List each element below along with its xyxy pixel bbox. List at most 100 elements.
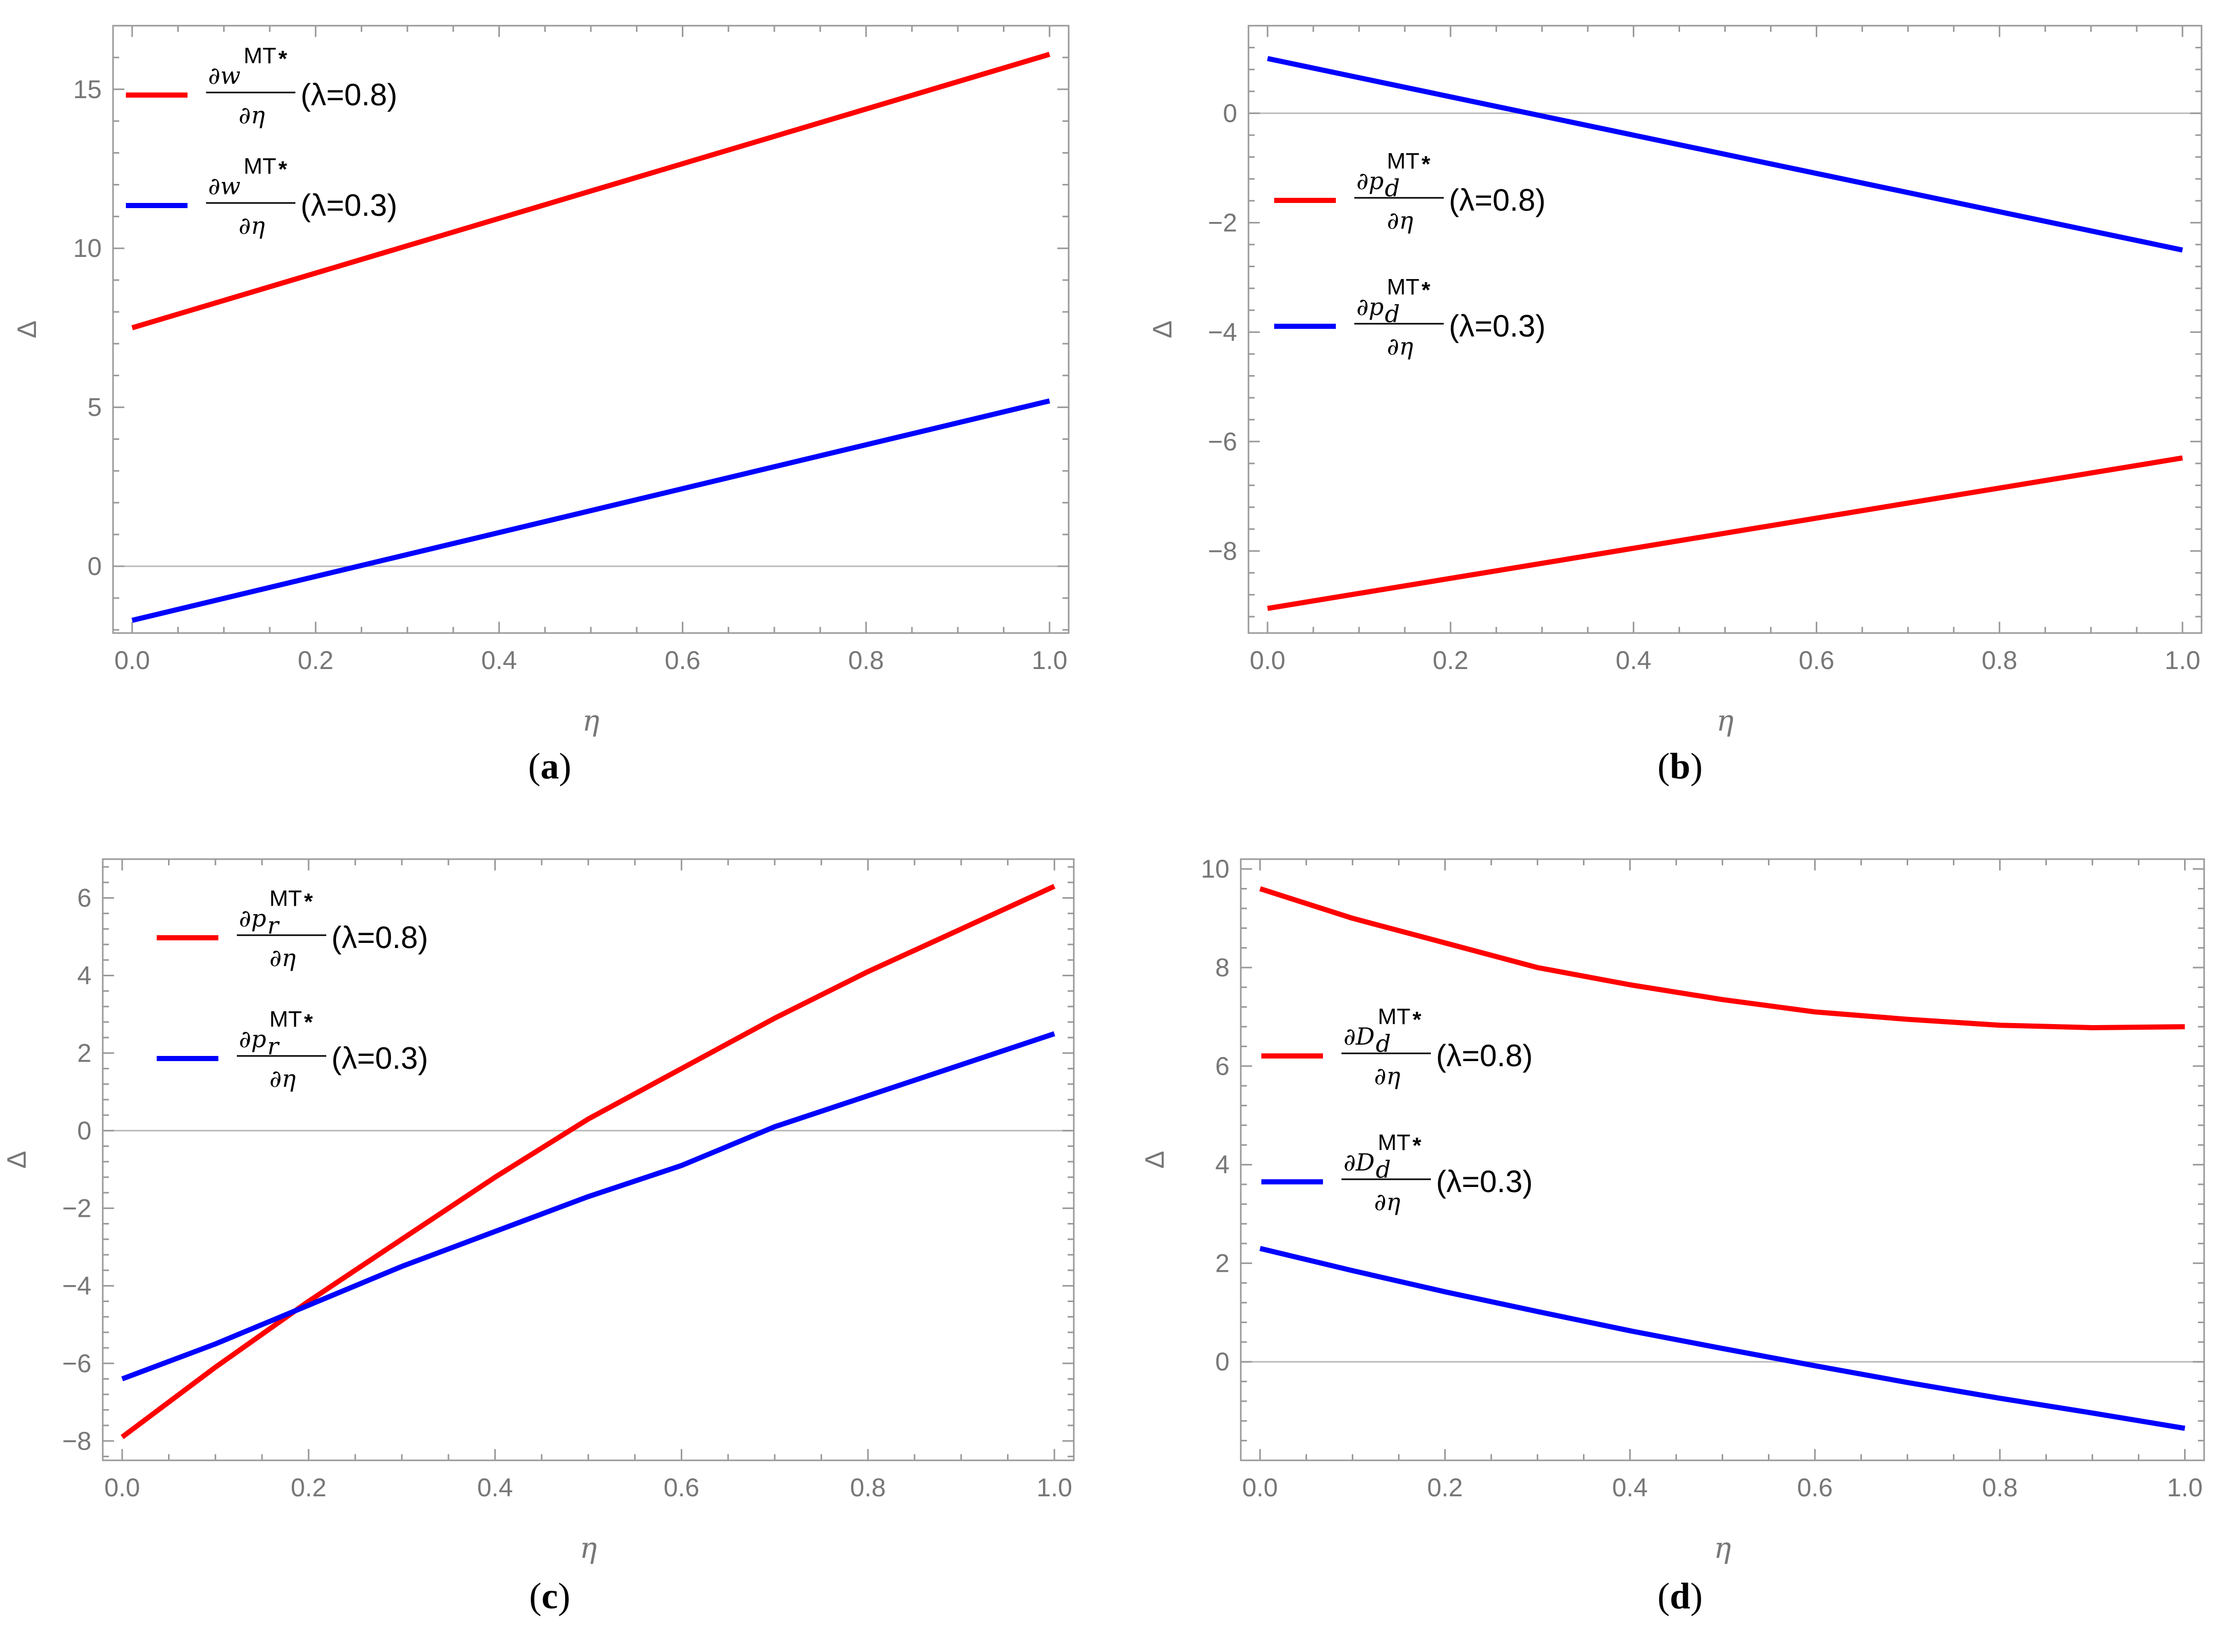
series-line-lambda-0-3 xyxy=(1267,56,2183,253)
x-tick-label: 0.4 xyxy=(1612,1473,1648,1502)
x-tick-label: 0.4 xyxy=(477,1473,513,1502)
y-tick-label: −4 xyxy=(62,1271,91,1300)
legend-superscript: MT xyxy=(1387,274,1420,300)
series-line-lambda-0-8 xyxy=(131,51,1051,330)
x-tick-label: 0.0 xyxy=(104,1473,140,1502)
x-tick-label: 0.8 xyxy=(848,646,884,675)
series-line-lambda-0-8 xyxy=(1267,455,2183,611)
series-line-lambda-0-3 xyxy=(132,398,1050,623)
legend-numerator: ∂p xyxy=(239,1025,266,1053)
legend-numerator: ∂D xyxy=(1344,1148,1375,1176)
plot-frame xyxy=(102,858,1075,1461)
x-tick-label: 0.2 xyxy=(291,1473,327,1502)
legend-item: ∂p rMT *∂η(λ=0.3) xyxy=(157,1007,428,1092)
x-tick-label: 0.6 xyxy=(1799,646,1835,675)
legend-denominator: ∂η xyxy=(1374,1188,1401,1216)
legend-item: ∂p dMT *∂η(λ=0.3) xyxy=(1274,274,1545,360)
legend-star: * xyxy=(1422,152,1431,177)
x-tick-label: 0.8 xyxy=(850,1473,886,1502)
x-tick-label: 1.0 xyxy=(2165,646,2201,675)
legend-denominator: ∂η xyxy=(238,212,265,239)
plot-frame xyxy=(1247,25,2203,634)
legend-parameter: (λ=0.3) xyxy=(301,188,397,222)
y-tick-label: 0 xyxy=(87,552,102,581)
x-tick-label: 0.6 xyxy=(1797,1473,1833,1502)
y-tick-label: 4 xyxy=(1215,1150,1229,1179)
legend-superscript: MT xyxy=(244,43,276,68)
legend-superscript: MT xyxy=(1378,1130,1411,1155)
legend-parameter: (λ=0.8) xyxy=(331,920,428,955)
legend-numerator: ∂D xyxy=(1344,1023,1375,1050)
x-axis-title: η xyxy=(1717,704,1734,738)
x-tick-label: 0.2 xyxy=(298,646,334,675)
legend-superscript: MT xyxy=(1378,1004,1411,1029)
x-tick-label: 0.6 xyxy=(664,1473,700,1502)
legend-star: * xyxy=(278,46,288,71)
y-tick-label: 15 xyxy=(73,75,102,104)
x-tick-label: 0.2 xyxy=(1427,1473,1463,1502)
y-axis-title: Δ xyxy=(2,1151,32,1169)
legend-star: * xyxy=(304,1010,313,1035)
panel-label: (d) xyxy=(1657,1575,1703,1617)
y-tick-label: −6 xyxy=(62,1349,91,1378)
x-tick-label: 1.0 xyxy=(1032,646,1068,675)
legend-item: ∂wMT * ∂η (λ=0.3) xyxy=(126,154,397,239)
legend-item: ∂D dMT *∂η(λ=0.8) xyxy=(1261,1004,1533,1090)
series-line-lambda-0-3 xyxy=(121,1031,1055,1382)
y-tick-label: 0 xyxy=(77,1116,91,1145)
legend-numerator: ∂p xyxy=(1356,293,1384,321)
y-tick-label: 10 xyxy=(1201,855,1229,883)
legend-parameter: (λ=0.3) xyxy=(1449,309,1545,343)
legend-denominator: ∂η xyxy=(1387,207,1413,234)
y-tick-label: 8 xyxy=(1215,953,1229,982)
legend-star: * xyxy=(1412,1007,1422,1032)
legend-parameter: (λ=0.8) xyxy=(301,78,397,112)
x-tick-label: 0.8 xyxy=(1982,646,2018,675)
x-tick-label: 0.8 xyxy=(1982,1473,2018,1502)
legend-item: ∂wMT * ∂η (λ=0.8) xyxy=(126,43,397,129)
x-axis-title: η xyxy=(1714,1532,1731,1565)
y-tick-label: 4 xyxy=(77,961,91,990)
x-axis-title: η xyxy=(582,704,600,738)
legend-denominator: ∂η xyxy=(1374,1062,1401,1090)
x-tick-label: 0.0 xyxy=(1242,1473,1278,1502)
y-tick-label: −2 xyxy=(1208,208,1237,237)
panel-label: (c) xyxy=(529,1575,570,1617)
x-tick-label: 0.0 xyxy=(1250,646,1285,675)
legend-numerator: ∂p xyxy=(1356,167,1384,195)
y-tick-label: −8 xyxy=(62,1426,91,1455)
legend-item: ∂p dMT *∂η(λ=0.8) xyxy=(1274,149,1545,234)
legend-superscript: MT xyxy=(269,1007,302,1032)
legend-star: * xyxy=(1422,277,1431,303)
series-line-lambda-0-8 xyxy=(1259,886,2185,1030)
legend-item: ∂p rMT *∂η(λ=0.8) xyxy=(157,886,428,972)
y-tick-label: −4 xyxy=(1208,318,1237,346)
legend-superscript: MT xyxy=(244,154,276,179)
y-tick-label: 6 xyxy=(77,883,91,912)
legend-numerator: ∂w xyxy=(208,62,240,89)
legend-star: * xyxy=(278,157,288,182)
y-axis-title: Δ xyxy=(1148,321,1178,339)
y-tick-label: 0 xyxy=(1223,99,1237,127)
y-tick-label: −6 xyxy=(1208,427,1237,456)
legend-parameter: (λ=0.3) xyxy=(331,1041,428,1075)
y-tick-label: −2 xyxy=(62,1194,91,1222)
y-tick-label: −8 xyxy=(1208,536,1237,565)
series-line-lambda-0-8 xyxy=(120,884,1056,1439)
panel-label: (b) xyxy=(1657,746,1703,787)
legend-superscript: MT xyxy=(269,886,302,911)
x-tick-label: 1.0 xyxy=(2167,1473,2203,1502)
panel-label: (a) xyxy=(528,746,571,787)
x-tick-label: 0.2 xyxy=(1433,646,1469,675)
y-axis-title: Δ xyxy=(1140,1151,1170,1169)
legend-numerator: ∂p xyxy=(239,904,266,932)
legend-numerator: ∂w xyxy=(208,172,240,200)
legend-item: ∂D dMT *∂η(λ=0.3) xyxy=(1261,1130,1533,1216)
y-tick-label: 6 xyxy=(1215,1052,1229,1081)
x-axis-title: η xyxy=(580,1532,597,1565)
series-line-lambda-0-3 xyxy=(1259,1246,2186,1431)
y-tick-label: 5 xyxy=(87,393,102,422)
